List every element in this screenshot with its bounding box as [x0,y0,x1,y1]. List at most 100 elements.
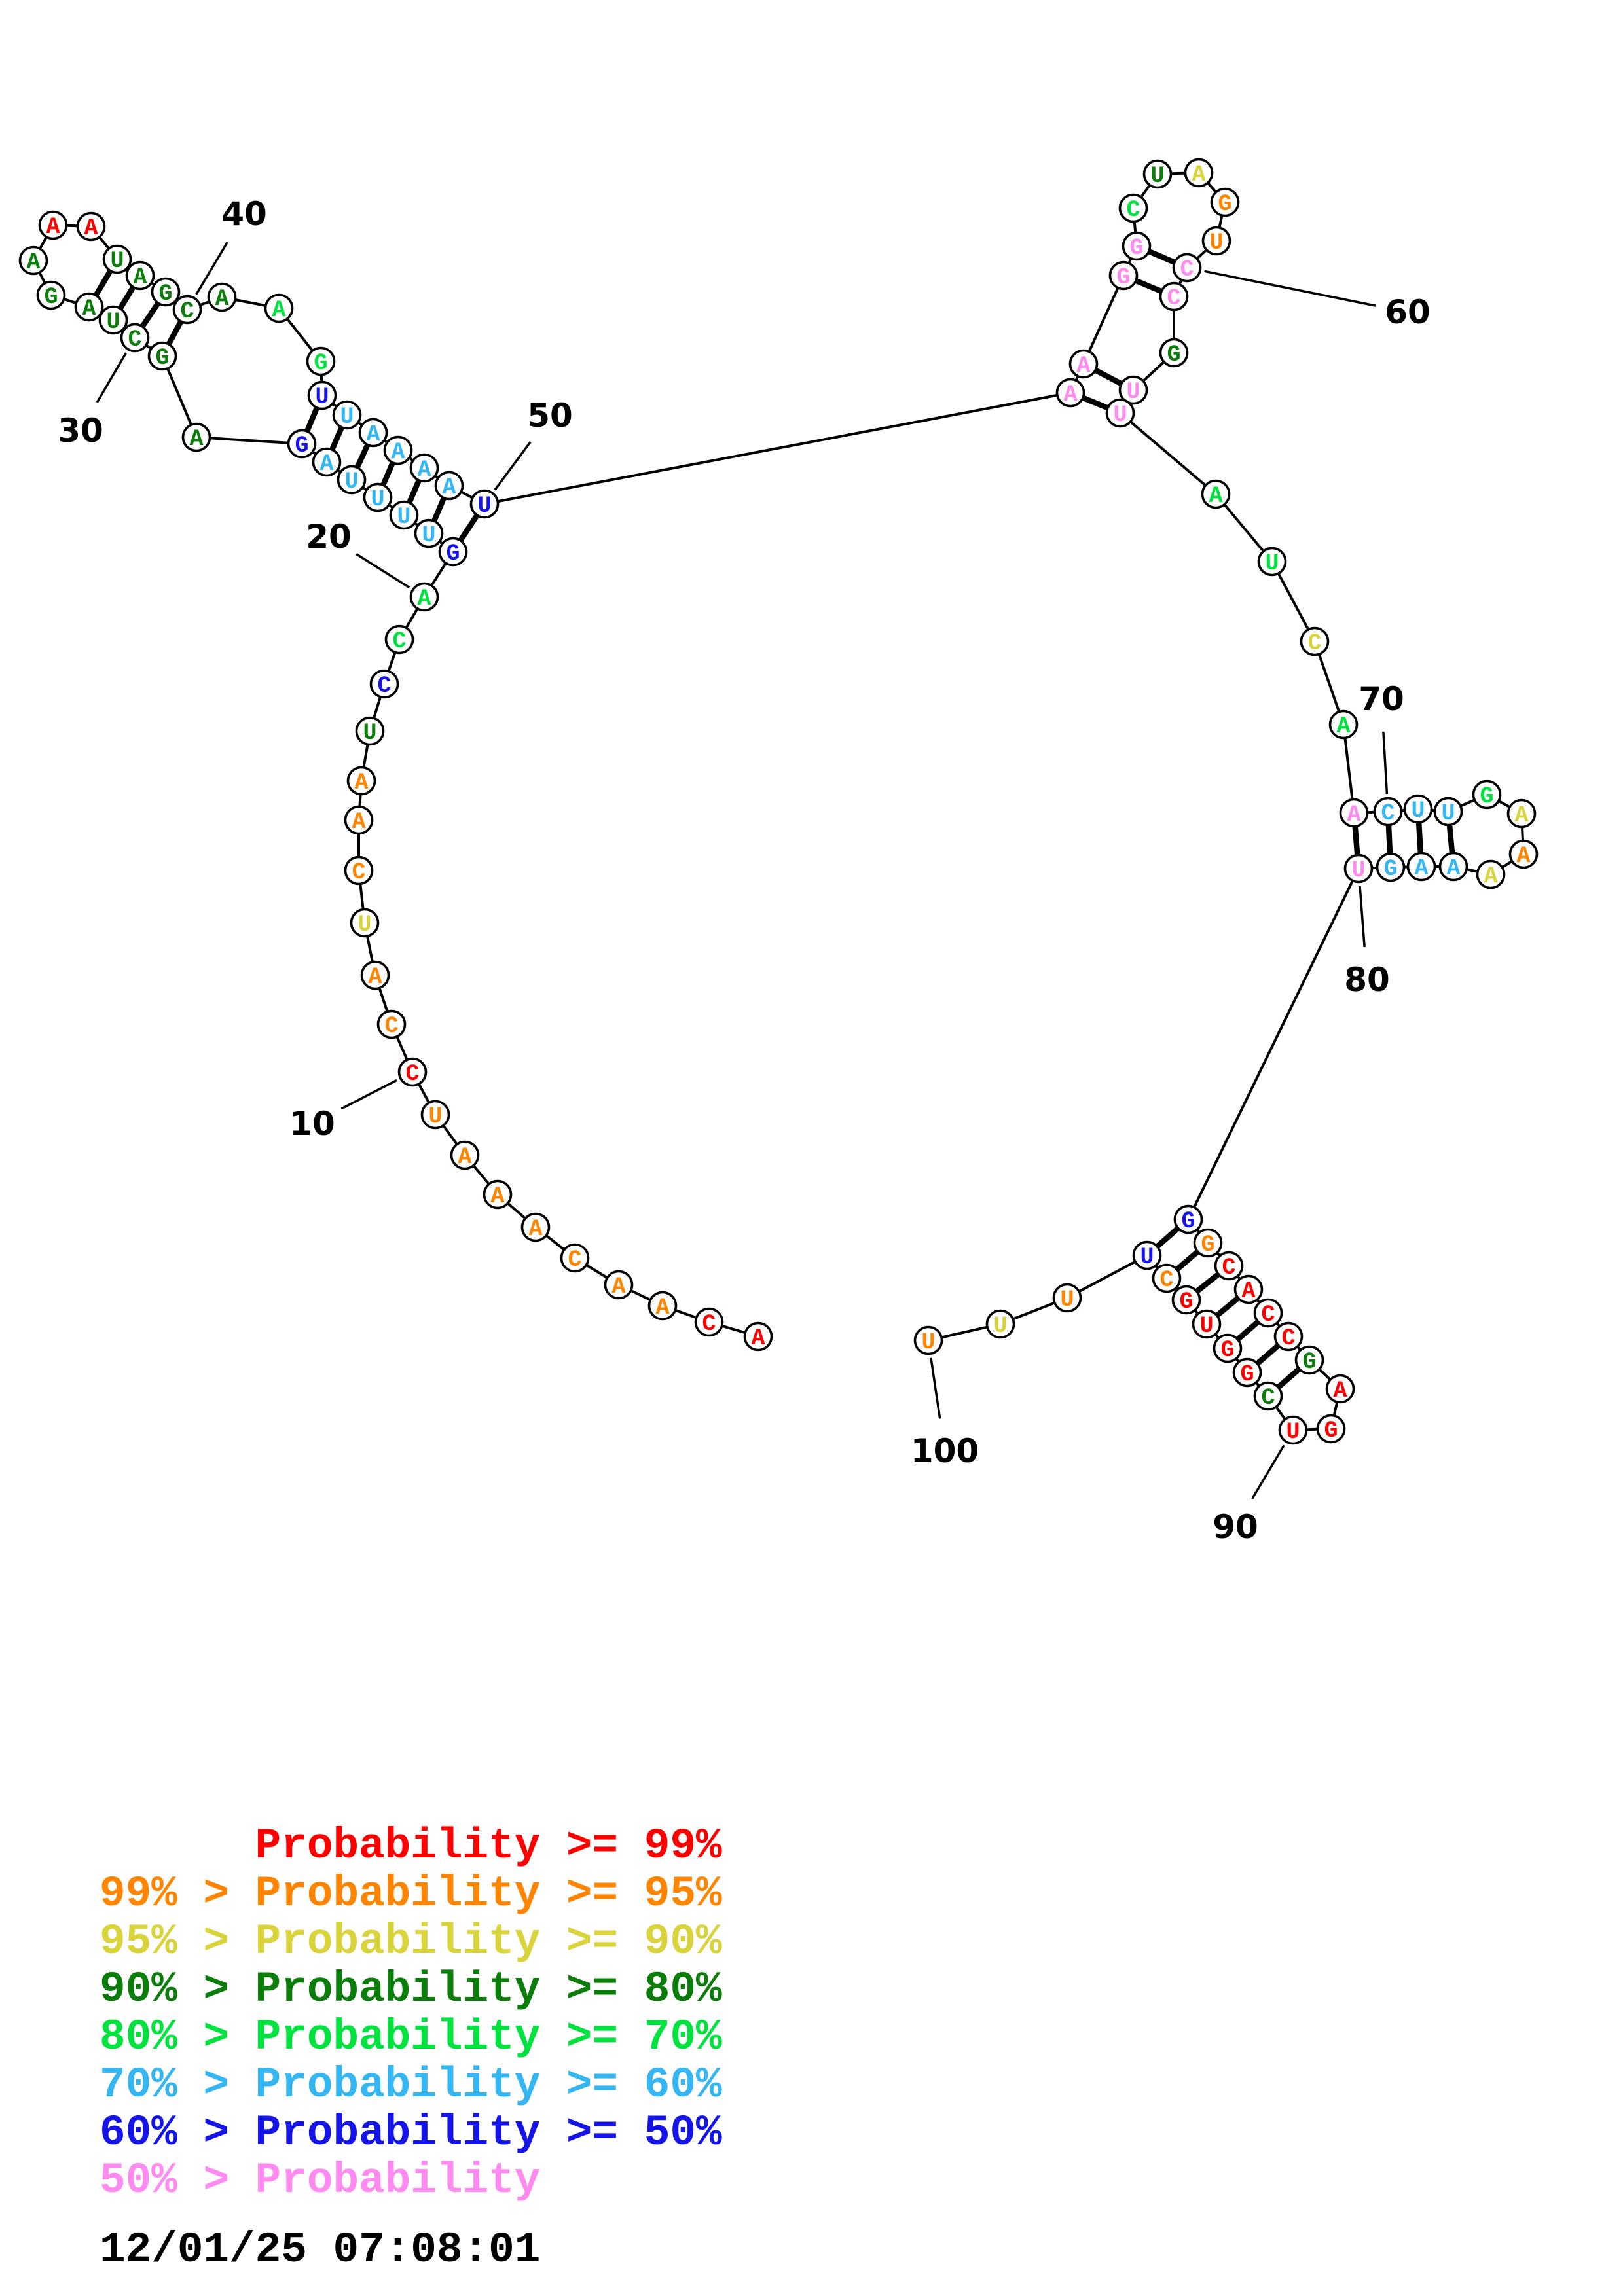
nucleotide-circle [1122,231,1152,261]
nucleotide-letter: U [1411,798,1425,824]
position-label-line [1251,1444,1285,1499]
nucleotide-circle [694,1307,724,1337]
position-label-line [1382,731,1389,795]
nucleotide-circle [18,245,48,276]
position-labels: 10 20 30 40 50 60 70 80 90 100 [58,195,1431,1546]
nucleotide-letter: U [1265,550,1279,577]
nucleotide-letter: G [446,541,460,567]
nucleotide-letter: G [1324,1418,1338,1444]
backbone-segment [1082,275,1125,365]
nucleotide-letter: U [422,522,435,548]
nucleotide-letter: G [1383,856,1397,882]
nucleotide-letter: A [46,214,60,240]
nucleotide-letter: G [1181,1208,1195,1234]
nucleotide-circle [438,537,468,567]
nucleotide-letter: C [1180,257,1194,283]
nucleotide-circle [306,346,336,376]
nucleotide-circle [1105,398,1135,428]
legend-line-p70: 80% > Probability >= 70% [100,2013,722,2062]
nucleotide-circle [985,1309,1015,1339]
nucleotide-circle [332,400,362,430]
position-label-line [96,352,127,403]
nucleotide-letter: A [1063,382,1077,408]
nucleotide-circle [120,323,150,353]
nucleotide-circle [1373,797,1403,827]
nucleotide-letter: U [1286,1419,1300,1445]
nucleotide-letter: A [751,1325,765,1352]
nucleotide-letter: A [84,215,98,242]
nucleotide-circle [1132,1240,1162,1270]
nucleotide-circle [172,295,202,325]
nucleotide-circle [344,855,374,886]
nucleotide-circle [1433,797,1463,827]
nucleotide-letter: A [442,475,456,501]
nucleotide-letter: U [1126,379,1140,405]
nucleotide-letter: A [1516,843,1530,869]
legend-line-p99: Probability >= 99% [100,1821,722,1871]
nucleotide-circle [355,716,385,746]
nucleotide-circle [913,1325,943,1355]
nucleotide-circle [1232,1357,1262,1388]
nucleotide-letter: G [155,345,169,371]
nucleotide-letter: C [1167,285,1180,312]
nucleotide-circle [384,624,414,655]
nucleotide-letter: A [189,426,203,452]
nucleotide-letter: U [363,720,376,746]
nucleotide-letter: A [1076,353,1090,379]
nucleotide-circle [344,805,374,835]
nucleotide-letter: U [371,486,384,512]
nucleotide-circle [1052,1283,1082,1313]
nucleotide-circle [1055,378,1085,408]
nucleotide-circle [1201,479,1231,509]
nucleotide-circle [520,1212,551,1242]
nucleotide-circle [98,305,128,335]
nucleotide-letter: G [1220,1337,1234,1363]
nucleotide-circle [1118,375,1148,405]
nucleotide-letter: A [417,457,431,483]
nucleotide-circle [1343,853,1374,884]
nucleotide-letter: A [1414,855,1428,882]
nucleotide-letter: A [1514,802,1528,829]
nucleotide-letter: G [1201,1232,1214,1258]
nucleotide-letter: G [1218,191,1231,217]
base-pair-bonds [86,243,1457,1399]
nucleotide-circle [74,292,104,322]
nucleotide-circle [369,669,399,699]
nucleotide-circle [1172,253,1202,283]
backbone-segment [1342,724,1355,814]
nucleotide-letter: G [1116,264,1130,291]
nucleotide-circle [125,260,155,291]
legend-line-p95: 99% > Probability >= 95% [100,1869,722,1918]
position-label-line [1359,886,1366,948]
nucleotide-circle [360,960,390,990]
position-label: 30 [58,412,103,450]
nucleotide-letter: C [1159,1267,1173,1293]
nucleotide-circle [560,1243,590,1273]
nucleotide-letter: U [993,1313,1007,1339]
nucleotide-circle [1278,1415,1308,1445]
nucleotide-letter: U [1060,1287,1074,1313]
legend-line-p60: 70% > Probability >= 60% [100,2060,722,2109]
nucleotide-circle [376,1009,407,1039]
nucleotide-circle [350,908,380,938]
nucleotide-letter: U [106,309,120,335]
nucleotide-letter: C [392,628,406,655]
position-label-line [930,1357,941,1419]
nucleotide-circle [414,518,444,548]
nucleotide-letter: A [272,297,285,323]
nucleotide-letter: A [611,1274,625,1300]
backbone-segment [1214,493,1273,563]
nucleotide-letter: A [133,264,147,291]
nucleotide-letter: G [314,350,327,376]
nucleotide-circle [1294,1345,1324,1375]
nucleotide-circle [1233,1274,1264,1304]
nucleotide-letter: C [405,1061,419,1087]
nucleotide-circle [36,280,66,310]
nucleotide-letter: A [82,296,96,322]
nucleotide-letter: A [368,964,382,990]
timestamp: 12/01/25 07:08:01 [100,2225,540,2274]
nucleotide-letter: C [377,673,391,699]
nucleotide-circle [397,1057,428,1087]
nucleotide-circle [409,582,439,612]
